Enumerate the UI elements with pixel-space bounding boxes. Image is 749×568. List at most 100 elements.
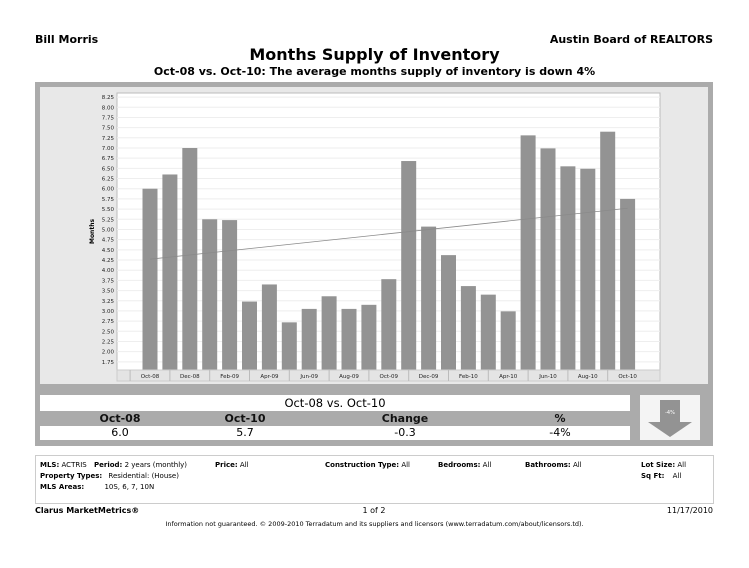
sqft-value: All: [672, 472, 682, 480]
summary-value-end: 5.7: [236, 426, 254, 439]
y-tick-label: 3.00: [102, 309, 115, 315]
y-axis-label: Months: [89, 219, 96, 245]
summary-value-start: 6.0: [111, 426, 129, 439]
bar-Oct-10: [620, 198, 636, 370]
bar-Jul-09: [321, 296, 337, 370]
mls-areas-value: 10S, 6, 7, 10N: [104, 483, 155, 491]
summary-title: Oct-08 vs. Oct-10: [40, 395, 630, 411]
x-tick-label: Dec-08: [180, 374, 200, 380]
x-tick-label: Jun-10: [538, 374, 557, 380]
period-value: 2 years (monthly): [124, 461, 188, 469]
summary-value-percent: -4%: [549, 426, 571, 439]
y-tick-label: 2.50: [102, 329, 115, 335]
summary-header-change: Change: [381, 412, 429, 425]
y-tick-label: 6.00: [102, 187, 115, 193]
y-tick-label: 7.25: [102, 136, 115, 142]
y-tick-label: 5.50: [102, 207, 115, 213]
construction-label: Construction Type:: [325, 461, 400, 469]
y-tick-label: 6.25: [102, 177, 115, 183]
bedrooms-label: Bedrooms:: [438, 461, 481, 469]
bar-Jul-10: [560, 166, 576, 370]
x-tick-label: Aug-10: [578, 374, 598, 380]
x-tick-label: Aug-09: [339, 374, 359, 380]
y-tick-label: 4.25: [102, 258, 115, 264]
x-tick-label: Feb-09: [220, 374, 239, 380]
summary-values-row: 6.0 5.7 -0.3 -4%: [40, 426, 630, 440]
y-tick-label: 2.75: [102, 319, 115, 325]
y-tick-label: 3.75: [102, 278, 115, 284]
bathrooms-value: All: [572, 461, 582, 469]
bar-Oct-08: [142, 188, 158, 370]
y-tick-label: 1.75: [102, 360, 115, 366]
period-label: Period:: [94, 461, 123, 469]
bar-Feb-09: [222, 220, 238, 370]
y-tick-label: 3.50: [102, 289, 115, 295]
bar-Mar-10: [480, 294, 496, 370]
x-tick-label: Oct-08: [141, 374, 160, 380]
agent-name: Bill Morris: [35, 33, 99, 46]
property-types-label: Property Types:: [40, 472, 103, 480]
y-tick-label: 4.00: [102, 268, 115, 274]
lot-size-label: Lot Size:: [641, 461, 676, 469]
mls-label: MLS:: [40, 461, 60, 469]
x-tick-label: Oct-10: [618, 374, 637, 380]
board-name: Austin Board of REALTORS: [549, 33, 713, 46]
bar-Dec-08: [182, 147, 198, 370]
bar-Nov-08: [162, 174, 178, 370]
y-tick-label: 4.75: [102, 238, 115, 244]
months-supply-chart: 1.75 2.00 2.25 2.50 2.75 3.00 3.25 3.50 3.75 4.00…: [89, 92, 661, 382]
bar-Mar-09: [242, 301, 257, 370]
filter-criteria: MLS: ACTRIS Period: 2 years (monthly) Pr…: [35, 455, 714, 504]
y-tick-label: 6.50: [102, 166, 115, 172]
bar-Jan-10: [441, 255, 456, 370]
sqft-label: Sq Ft:: [641, 472, 665, 480]
bar-Jan-09: [202, 219, 218, 370]
bar-Sep-09: [361, 304, 377, 370]
bar-May-10: [520, 135, 536, 370]
bar-Apr-09: [261, 284, 277, 370]
bar-Apr-10: [500, 311, 516, 370]
bar-Aug-10: [580, 168, 596, 370]
mls-value: ACTRIS: [61, 461, 87, 469]
y-tick-label: 5.00: [102, 227, 115, 233]
property-types-value: Residential: (House): [108, 472, 179, 480]
bar-Aug-09: [341, 308, 357, 370]
x-tick-label: Apr-10: [499, 374, 518, 380]
y-tick-label: 5.25: [102, 217, 115, 223]
x-tick-label: Apr-09: [260, 374, 279, 380]
trend-arrow-box: -4%: [640, 395, 700, 440]
bar-Jun-09: [301, 308, 317, 370]
page-title: Months Supply of Inventory: [249, 45, 500, 64]
y-tick-label: 8.25: [102, 95, 115, 101]
summary-header-percent: %: [554, 412, 566, 425]
summary-header-end: Oct-10: [224, 412, 266, 425]
construction-value: All: [401, 461, 410, 469]
down-arrow-icon: -4%: [648, 400, 692, 437]
bar-Sep-10: [600, 131, 616, 370]
y-tick-label: 2.25: [102, 339, 115, 345]
disclaimer: Information not guaranteed. © 2009-2010 …: [165, 520, 584, 528]
arrow-label: -4%: [665, 410, 675, 416]
bar-Jun-10: [540, 148, 556, 370]
x-tick-label: Oct-09: [380, 374, 399, 380]
price-value: All: [239, 461, 249, 469]
summary-header-start: Oct-08: [99, 412, 141, 425]
x-tick-label: Jun-09: [299, 374, 318, 380]
y-tick-label: 7.75: [102, 115, 115, 121]
y-tick-label: 7.50: [102, 126, 115, 132]
lot-size-value: All: [677, 461, 687, 469]
x-tick-label: Feb-10: [459, 374, 478, 380]
x-axis-strip: [116, 369, 661, 382]
trend-line: [149, 207, 628, 260]
mls-areas-label: MLS Areas:: [40, 483, 85, 491]
bar-Nov-09: [401, 161, 417, 370]
summary-value-change: -0.3: [394, 426, 416, 439]
brand-name: Clarus MarketMetrics®: [35, 506, 140, 515]
report-date: 11/17/2010: [666, 506, 713, 515]
y-tick-label: 3.25: [102, 299, 115, 305]
bar-May-09: [281, 322, 297, 370]
y-tick-label: 6.75: [102, 156, 115, 162]
bathrooms-label: Bathrooms:: [525, 461, 571, 469]
y-tick-label: 4.50: [102, 248, 115, 254]
y-tick-label: 7.00: [102, 146, 115, 152]
